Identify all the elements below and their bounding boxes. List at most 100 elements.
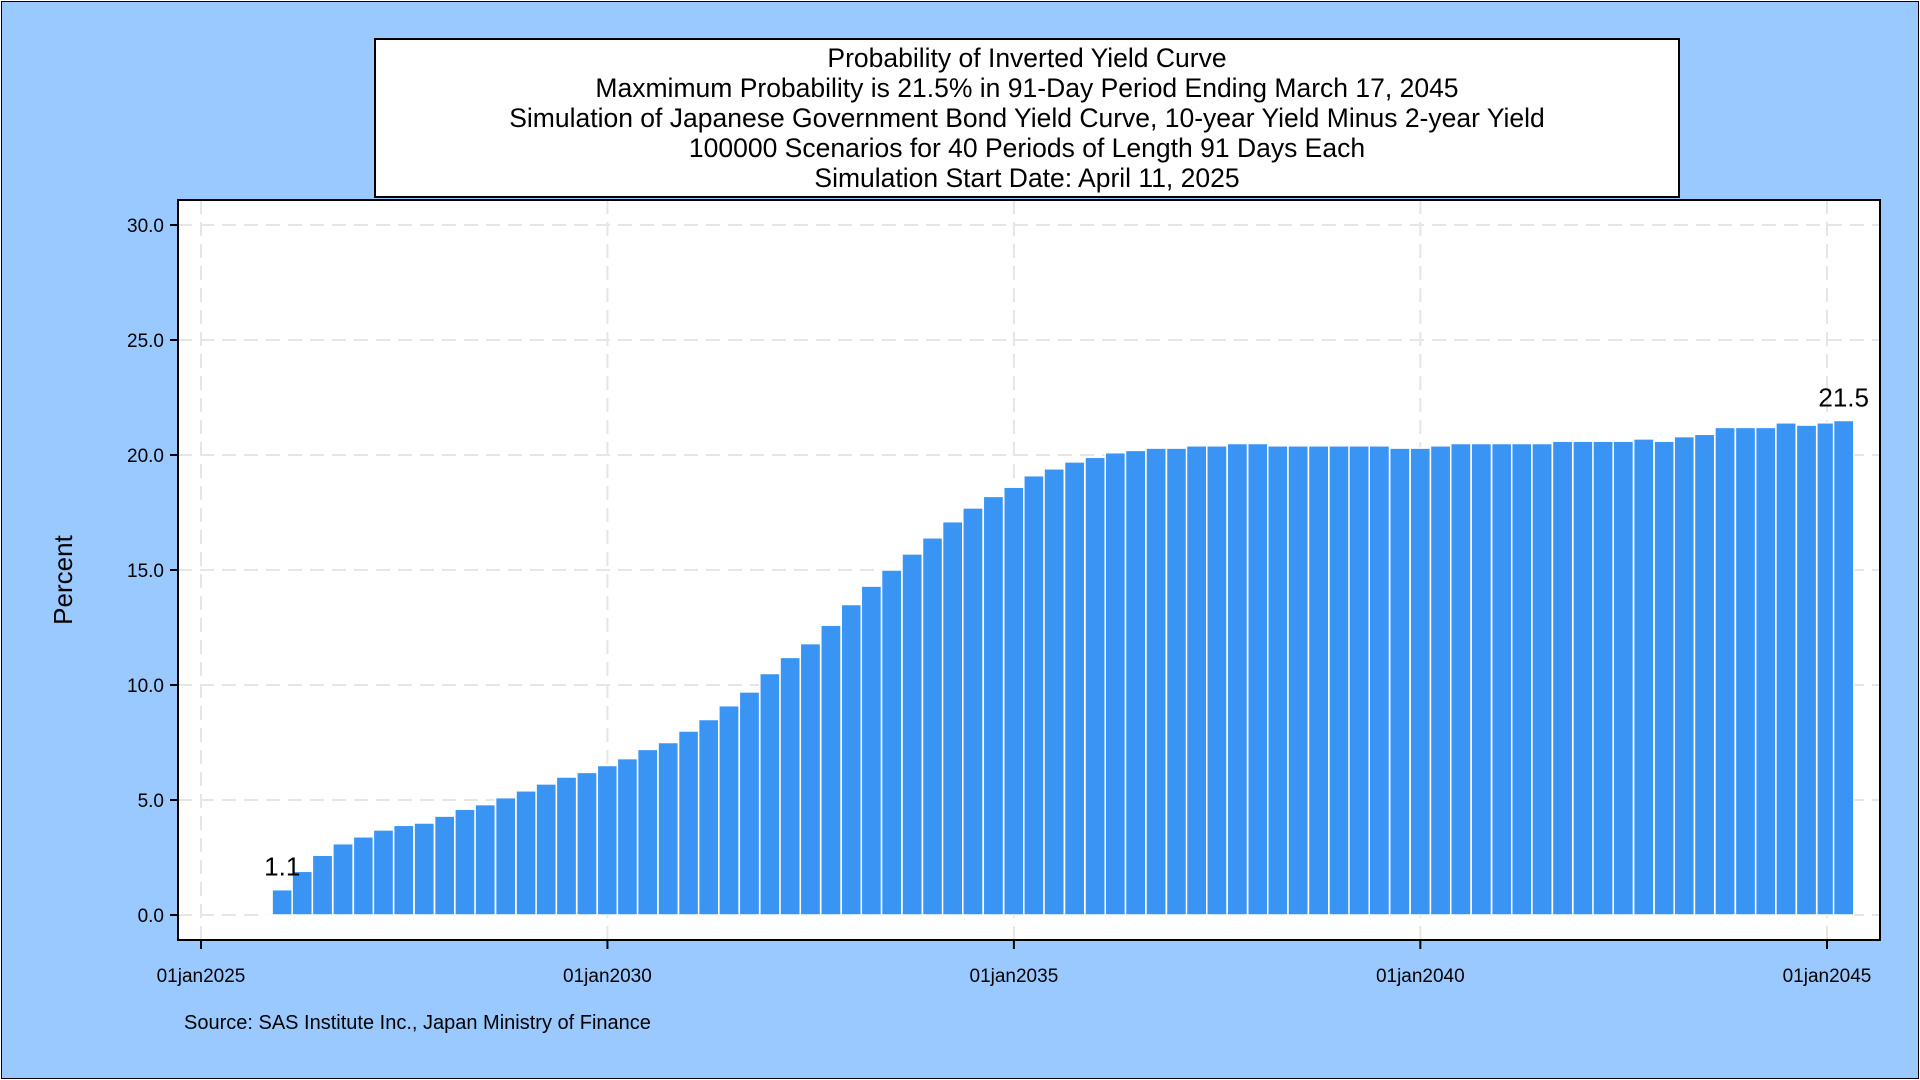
bar [1206, 445, 1228, 916]
bar [1287, 445, 1310, 916]
bar [474, 803, 497, 916]
bar [1510, 442, 1533, 916]
y-tick-label: 5.0 [138, 791, 164, 812]
bar [901, 553, 924, 916]
bar [820, 624, 842, 916]
bar [515, 790, 538, 916]
bar [860, 585, 883, 916]
bar [454, 808, 476, 916]
data-label: 21.5 [1818, 383, 1869, 413]
bar [311, 854, 334, 916]
bar [1348, 445, 1370, 916]
bar [1084, 456, 1107, 916]
bar [1470, 442, 1493, 916]
bar [1307, 445, 1330, 916]
bar [413, 822, 436, 916]
bar [1063, 461, 1086, 916]
bar [1104, 451, 1127, 916]
bar [1226, 442, 1249, 916]
bar [779, 656, 802, 916]
bar [535, 783, 558, 916]
bar [1795, 424, 1818, 916]
bar [1145, 447, 1167, 916]
y-tick-label: 10.0 [127, 676, 164, 697]
bar [1693, 433, 1716, 916]
bar [1023, 474, 1045, 916]
bar [1124, 449, 1147, 916]
bar [1409, 447, 1432, 916]
bar [1653, 440, 1676, 916]
chart-title-box: Probability of Inverted Yield Curve Maxm… [374, 38, 1680, 198]
chart-subtitle-simulation: Simulation of Japanese Government Bond Y… [509, 103, 1545, 133]
bar [1185, 445, 1208, 916]
source-note: Source: SAS Institute Inc., Japan Minist… [184, 1012, 651, 1034]
y-tick-label: 0.0 [138, 906, 164, 927]
bar [982, 495, 1005, 916]
bar [1531, 442, 1553, 916]
bar [1632, 438, 1655, 916]
bar [657, 741, 680, 916]
bar [1592, 440, 1614, 916]
bar [1449, 442, 1472, 916]
bar [1612, 440, 1635, 916]
bar [332, 842, 354, 916]
y-tick-label: 15.0 [127, 561, 164, 582]
bar [494, 796, 517, 916]
bar [1003, 486, 1025, 916]
bar [433, 815, 456, 916]
bar [372, 829, 395, 916]
x-tick-label: 01jan2030 [563, 966, 652, 987]
axes: 0.0 5.0 10.0 15.0 20.0 25.0 30.0 01jan2025 01jan… [127, 216, 1871, 987]
bar [799, 642, 822, 916]
bar [1775, 422, 1797, 916]
bar [880, 569, 903, 916]
bar [1490, 442, 1513, 916]
y-tick-label: 30.0 [127, 216, 164, 237]
bar [1388, 447, 1411, 916]
data-labels: 1.1 21.5 [264, 383, 1869, 882]
chart-subtitle-max-probability: Maxmimum Probability is 21.5% in 91-Day … [595, 73, 1459, 103]
x-tick-label: 01jan2040 [1376, 966, 1465, 987]
x-tick-label: 01jan2035 [970, 966, 1059, 987]
bar [392, 824, 415, 916]
bar [1246, 442, 1269, 916]
bar [1165, 447, 1188, 916]
bar [1673, 435, 1696, 916]
chart-subtitle-scenarios: 100000 Scenarios for 40 Periods of Lengt… [688, 133, 1366, 163]
bar [677, 730, 700, 916]
bars [262, 419, 1855, 917]
bar [1734, 426, 1757, 916]
bar [738, 691, 761, 916]
x-tick-label: 01jan2025 [157, 966, 246, 987]
bar [921, 537, 944, 916]
bar [636, 748, 659, 916]
bar [1572, 440, 1594, 916]
bar [941, 520, 964, 916]
bar [596, 764, 619, 916]
x-tick-label: 01jan2045 [1783, 966, 1872, 987]
bar [1832, 419, 1855, 916]
bar [718, 704, 740, 916]
bar [1429, 445, 1452, 916]
bar [1328, 445, 1350, 916]
y-tick-label: 20.0 [127, 446, 164, 467]
bar [962, 507, 984, 916]
bar [1043, 468, 1066, 916]
bar [271, 888, 294, 916]
bar [1754, 426, 1777, 916]
bar [616, 757, 639, 916]
bar [1714, 426, 1736, 916]
bar [759, 672, 781, 916]
chart-subtitle-start-date: Simulation Start Date: April 11, 2025 [814, 163, 1240, 193]
data-label: 1.1 [264, 852, 300, 882]
bar [1266, 445, 1289, 916]
bar [352, 836, 375, 916]
bar [697, 718, 720, 916]
bar [555, 776, 578, 916]
bar [1368, 445, 1391, 916]
y-tick-label: 25.0 [127, 331, 164, 352]
bar [576, 771, 598, 916]
chart-title: Probability of Inverted Yield Curve [827, 43, 1227, 73]
bar [840, 603, 863, 916]
